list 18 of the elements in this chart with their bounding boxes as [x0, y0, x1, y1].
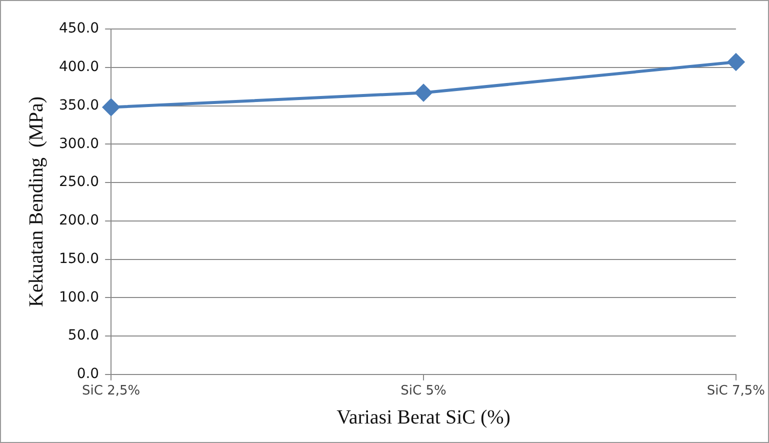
y-tick-label: 350.0 — [58, 97, 100, 114]
x-tick-label: SiC 2,5% — [82, 384, 140, 399]
y-tick-label: 200.0 — [58, 212, 100, 229]
y-tick-label: 100.0 — [58, 289, 100, 306]
y-tick-label: 450.0 — [58, 20, 100, 37]
point — [727, 54, 744, 71]
x-tick-label: SiC 5% — [400, 384, 446, 399]
y-tick-label: 50.0 — [68, 328, 100, 344]
point — [415, 84, 432, 102]
y-axis-title: Kekuatan Bending (MPa) — [25, 96, 48, 307]
x-axis-title: Variasi Berat SiC (%) — [336, 406, 510, 428]
y-tick-label: 400.0 — [58, 59, 100, 76]
y-tick-label: 300.0 — [58, 136, 100, 152]
x-tick-label: SiC 7,5% — [706, 384, 766, 399]
y-tick-label: 250.0 — [58, 174, 100, 190]
y-tick-label: 0.0 — [76, 366, 100, 382]
point — [102, 98, 120, 116]
y-tick-label: 150.0 — [58, 250, 100, 267]
